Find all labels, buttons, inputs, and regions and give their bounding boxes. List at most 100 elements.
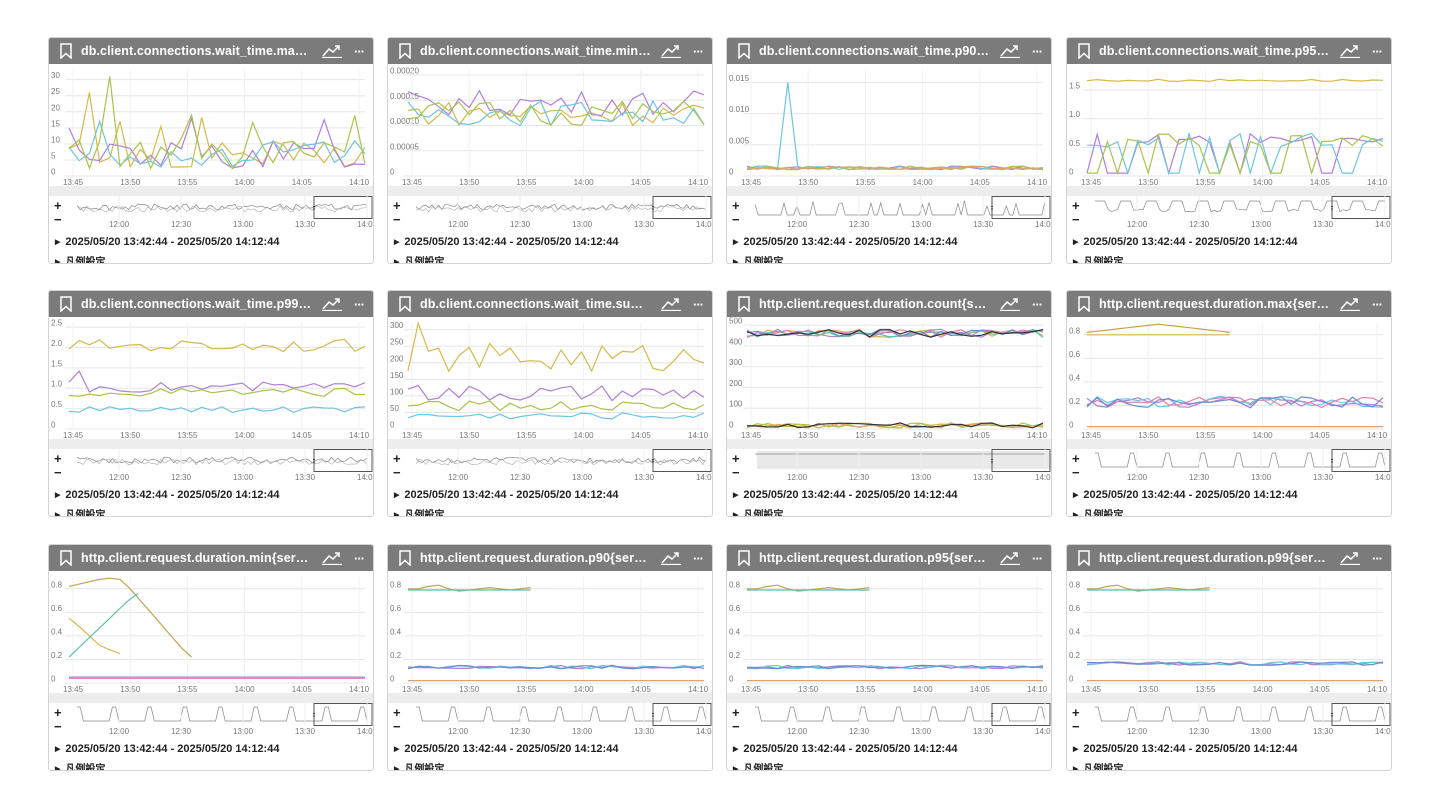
- navigator-window[interactable]: [313, 449, 373, 472]
- zoom-out-button[interactable]: −: [393, 465, 401, 480]
- trend-chart-icon[interactable]: [1339, 44, 1361, 58]
- legend-settings-toggle[interactable]: ▶ 凡例設定: [55, 760, 105, 770]
- bookmark-icon[interactable]: [737, 43, 751, 59]
- trend-chart-icon[interactable]: [321, 297, 343, 311]
- more-menu-icon[interactable]: ···: [1372, 43, 1383, 59]
- bookmark-icon[interactable]: [59, 550, 73, 566]
- bookmark-icon[interactable]: [737, 550, 751, 566]
- time-range-toggle[interactable]: ▶ 2025/05/20 13:42:44 - 2025/05/20 14:12:…: [733, 743, 957, 755]
- legend-settings-toggle[interactable]: ▶ 凡例設定: [394, 506, 444, 516]
- more-menu-icon[interactable]: ···: [1032, 43, 1043, 59]
- bookmark-icon[interactable]: [1077, 43, 1091, 59]
- main-plot[interactable]: 0 0.2 0.4 0.6 0.8 13:45 13:50 13:55 14:00 14:05 14…: [49, 571, 373, 705]
- zoom-in-button[interactable]: +: [393, 451, 401, 466]
- zoom-in-button[interactable]: +: [393, 705, 401, 720]
- time-range-toggle[interactable]: ▶ 2025/05/20 13:42:44 - 2025/05/20 14:12:…: [394, 489, 618, 501]
- range-navigator[interactable]: 12:00 12:30 13:00 13:30 14:00: [49, 196, 373, 230]
- more-menu-icon[interactable]: ···: [693, 43, 704, 59]
- legend-settings-toggle[interactable]: ▶ 凡例設定: [55, 506, 105, 516]
- legend-settings-toggle[interactable]: ▶ 凡例設定: [733, 253, 783, 263]
- trend-chart-icon[interactable]: [999, 551, 1021, 565]
- main-plot[interactable]: 0 50 100 150 200 250 300 13:45 13:50 13:55 14:00 14…: [388, 317, 712, 451]
- navigator-window[interactable]: [313, 196, 373, 219]
- zoom-out-button[interactable]: −: [732, 719, 740, 734]
- navigator-window[interactable]: [313, 703, 373, 726]
- zoom-in-button[interactable]: +: [1072, 451, 1080, 466]
- main-plot[interactable]: 0 0.5 1.0 1.5 2.0 2.5 13:45 13:50 13:55 14:00 14:0…: [49, 317, 373, 451]
- main-plot[interactable]: 0 0.2 0.4 0.6 0.8 13:45 13:50 13:55 14:00 14:05 14…: [727, 571, 1051, 705]
- time-range-toggle[interactable]: ▶ 2025/05/20 13:42:44 - 2025/05/20 14:12:…: [1073, 489, 1297, 501]
- main-plot[interactable]: 0 100 200 300 400 500 13:45 13:50 13:55 14:00 14:0…: [727, 317, 1051, 451]
- zoom-in-button[interactable]: +: [1072, 198, 1080, 213]
- navigator-window[interactable]: [1331, 196, 1391, 219]
- time-range-toggle[interactable]: ▶ 2025/05/20 13:42:44 - 2025/05/20 14:12:…: [394, 236, 618, 248]
- main-plot[interactable]: 0 5 10 15 20 25 30 13:45 13:50 13:55 14:00 14:05 14:…: [49, 64, 373, 198]
- bookmark-icon[interactable]: [398, 296, 412, 312]
- legend-settings-toggle[interactable]: ▶ 凡例設定: [394, 253, 444, 263]
- zoom-in-button[interactable]: +: [54, 198, 62, 213]
- time-range-toggle[interactable]: ▶ 2025/05/20 13:42:44 - 2025/05/20 14:12:…: [394, 743, 618, 755]
- trend-chart-icon[interactable]: [1339, 551, 1361, 565]
- zoom-in-button[interactable]: +: [1072, 705, 1080, 720]
- range-navigator[interactable]: 12:00 12:30 13:00 13:30 14:00: [1067, 196, 1391, 230]
- time-range-toggle[interactable]: ▶ 2025/05/20 13:42:44 - 2025/05/20 14:12:…: [1073, 236, 1297, 248]
- range-navigator[interactable]: 12:00 12:30 13:00 13:30 14:00: [727, 449, 1051, 483]
- time-range-toggle[interactable]: ▶ 2025/05/20 13:42:44 - 2025/05/20 14:12:…: [55, 236, 279, 248]
- trend-chart-icon[interactable]: [321, 551, 343, 565]
- trend-chart-icon[interactable]: [321, 44, 343, 58]
- more-menu-icon[interactable]: ···: [354, 550, 365, 566]
- zoom-out-button[interactable]: −: [54, 465, 62, 480]
- trend-chart-icon[interactable]: [1339, 297, 1361, 311]
- main-plot[interactable]: 0 0.2 0.4 0.6 0.8 13:45 13:50 13:55 14:00 14:05 14…: [388, 571, 712, 705]
- zoom-in-button[interactable]: +: [54, 451, 62, 466]
- more-menu-icon[interactable]: ···: [354, 296, 365, 312]
- bookmark-icon[interactable]: [59, 43, 73, 59]
- zoom-out-button[interactable]: −: [393, 212, 401, 227]
- zoom-out-button[interactable]: −: [393, 719, 401, 734]
- range-navigator[interactable]: 12:00 12:30 13:00 13:30 14:00: [727, 703, 1051, 737]
- zoom-out-button[interactable]: −: [1072, 212, 1080, 227]
- time-range-toggle[interactable]: ▶ 2025/05/20 13:42:44 - 2025/05/20 14:12:…: [733, 489, 957, 501]
- range-navigator[interactable]: 12:00 12:30 13:00 13:30 14:00: [1067, 703, 1391, 737]
- legend-settings-toggle[interactable]: ▶ 凡例設定: [1073, 760, 1123, 770]
- trend-chart-icon[interactable]: [660, 44, 682, 58]
- more-menu-icon[interactable]: ···: [1032, 550, 1043, 566]
- time-range-toggle[interactable]: ▶ 2025/05/20 13:42:44 - 2025/05/20 14:12:…: [55, 743, 279, 755]
- main-plot[interactable]: 0 0.2 0.4 0.6 0.8 13:45 13:50 13:55 14:00 14:05 14…: [1067, 571, 1391, 705]
- more-menu-icon[interactable]: ···: [1372, 296, 1383, 312]
- legend-settings-toggle[interactable]: ▶ 凡例設定: [733, 506, 783, 516]
- legend-settings-toggle[interactable]: ▶ 凡例設定: [394, 760, 444, 770]
- navigator-window[interactable]: [991, 703, 1051, 726]
- range-navigator[interactable]: 12:00 12:30 13:00 13:30 14:00: [388, 449, 712, 483]
- more-menu-icon[interactable]: ···: [1032, 296, 1043, 312]
- navigator-window[interactable]: [991, 449, 1051, 472]
- main-plot[interactable]: 0 0.5 1.0 1.5 13:45 13:50 13:55 14:00 14:05 14:10: [1067, 64, 1391, 198]
- trend-chart-icon[interactable]: [999, 297, 1021, 311]
- range-navigator[interactable]: 12:00 12:30 13:00 13:30 14:00: [388, 703, 712, 737]
- trend-chart-icon[interactable]: [660, 551, 682, 565]
- more-menu-icon[interactable]: ···: [1372, 550, 1383, 566]
- main-plot[interactable]: 0 0.005 0.010 0.015 13:45 13:50 13:55 14:00 14:0…: [727, 64, 1051, 198]
- range-navigator[interactable]: 12:00 12:30 13:00 13:30 14:00: [49, 703, 373, 737]
- zoom-in-button[interactable]: +: [732, 198, 740, 213]
- zoom-in-button[interactable]: +: [732, 705, 740, 720]
- main-plot[interactable]: 0 0.00005 0.00010 0.00015 0.00020 13:45 13:50 1…: [388, 64, 712, 198]
- zoom-out-button[interactable]: −: [732, 465, 740, 480]
- bookmark-icon[interactable]: [59, 296, 73, 312]
- navigator-window[interactable]: [1331, 449, 1391, 472]
- more-menu-icon[interactable]: ···: [693, 296, 704, 312]
- trend-chart-icon[interactable]: [660, 297, 682, 311]
- bookmark-icon[interactable]: [1077, 550, 1091, 566]
- bookmark-icon[interactable]: [398, 43, 412, 59]
- navigator-window[interactable]: [652, 703, 712, 726]
- zoom-in-button[interactable]: +: [54, 705, 62, 720]
- bookmark-icon[interactable]: [1077, 296, 1091, 312]
- navigator-window[interactable]: [652, 196, 712, 219]
- zoom-out-button[interactable]: −: [54, 212, 62, 227]
- legend-settings-toggle[interactable]: ▶ 凡例設定: [1073, 506, 1123, 516]
- zoom-in-button[interactable]: +: [393, 198, 401, 213]
- bookmark-icon[interactable]: [398, 550, 412, 566]
- range-navigator[interactable]: 12:00 12:30 13:00 13:30 14:00: [1067, 449, 1391, 483]
- legend-settings-toggle[interactable]: ▶ 凡例設定: [1073, 253, 1123, 263]
- zoom-in-button[interactable]: +: [732, 451, 740, 466]
